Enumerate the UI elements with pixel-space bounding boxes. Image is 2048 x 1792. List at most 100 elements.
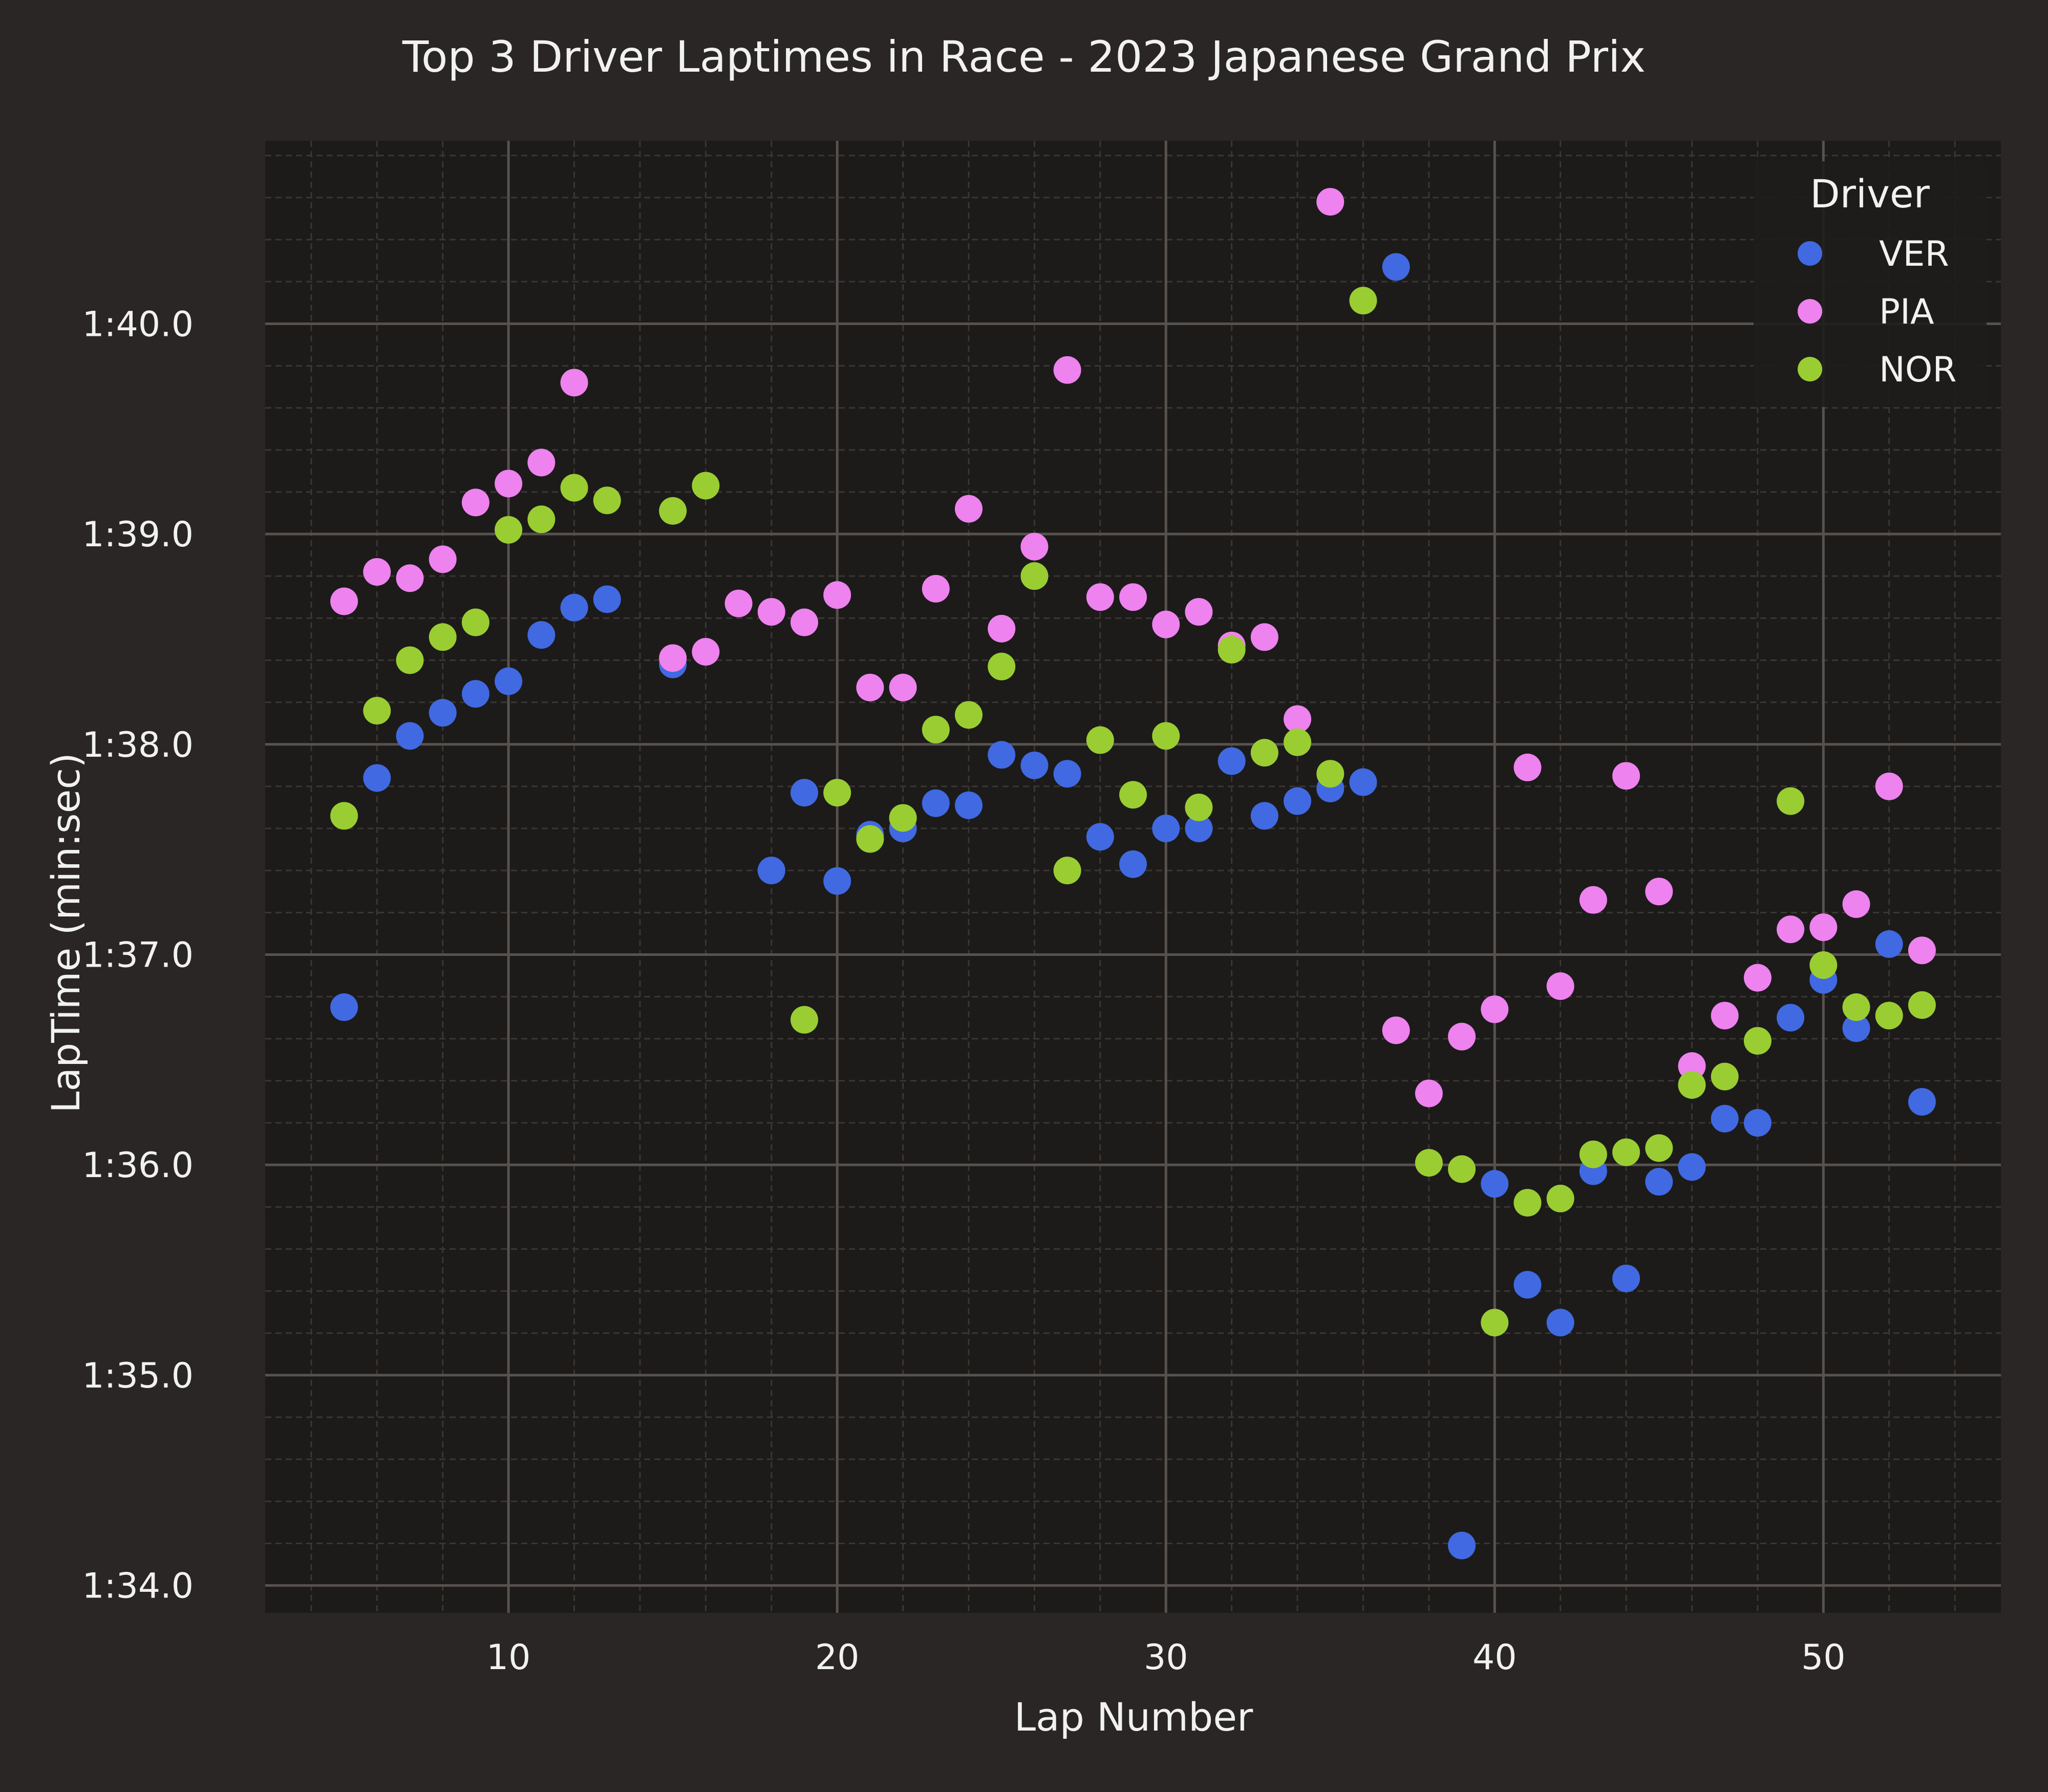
- y-axis-label: LapTime (min:sec): [43, 753, 89, 1113]
- point-pia: [1777, 915, 1805, 944]
- y-tick-label: 1:36.0: [82, 1145, 194, 1186]
- point-ver: [527, 621, 556, 649]
- point-pia: [922, 574, 950, 603]
- point-pia: [790, 608, 818, 636]
- point-pia: [1053, 356, 1081, 384]
- point-nor: [922, 716, 950, 743]
- point-pia: [954, 495, 983, 523]
- x-axis-ticks: 10 20 30 40 50: [486, 1637, 1846, 1678]
- point-ver: [560, 593, 588, 622]
- point-ver: [1513, 1271, 1542, 1299]
- point-pia: [856, 673, 884, 701]
- point-nor: [954, 701, 983, 729]
- point-ver: [954, 791, 983, 819]
- point-ver: [988, 741, 1016, 769]
- point-nor: [1415, 1149, 1443, 1177]
- point-ver: [1284, 787, 1312, 815]
- point-nor: [1645, 1134, 1673, 1162]
- point-ver: [396, 722, 424, 750]
- data-points: [330, 188, 1936, 1560]
- point-pia: [1645, 878, 1673, 906]
- point-pia: [363, 558, 391, 586]
- minor-gridlines: [265, 141, 2001, 1613]
- point-nor: [1481, 1309, 1509, 1337]
- legend-marker-ver: [1798, 241, 1822, 266]
- legend-items: VER PIA NOR: [1798, 234, 1957, 390]
- point-nor: [856, 825, 884, 853]
- point-ver: [1053, 760, 1081, 788]
- y-tick-label: 1:37.0: [82, 935, 194, 975]
- point-ver: [1711, 1104, 1739, 1133]
- point-ver: [1678, 1153, 1706, 1181]
- point-pia: [527, 449, 556, 477]
- point-ver: [823, 867, 851, 895]
- point-nor: [659, 497, 687, 525]
- y-tick-label: 1:34.0: [82, 1566, 194, 1607]
- point-pia: [1185, 598, 1213, 626]
- point-nor: [363, 697, 391, 725]
- point-pia: [889, 673, 917, 701]
- point-nor: [692, 472, 720, 500]
- point-nor: [1218, 635, 1246, 664]
- point-nor: [823, 779, 851, 807]
- x-tick-label: 50: [1801, 1637, 1846, 1678]
- point-pia: [330, 587, 358, 615]
- point-nor: [1020, 562, 1049, 590]
- point-pia: [1546, 972, 1574, 1000]
- point-nor: [495, 516, 523, 544]
- point-ver: [1743, 1109, 1772, 1137]
- point-nor: [1053, 857, 1081, 885]
- point-nor: [1250, 739, 1278, 767]
- point-ver: [1218, 747, 1246, 775]
- point-nor: [1546, 1184, 1574, 1212]
- point-nor: [1086, 726, 1114, 754]
- point-pia: [1448, 1022, 1476, 1051]
- point-nor: [1185, 793, 1213, 821]
- point-ver: [1152, 815, 1180, 843]
- point-nor: [889, 804, 917, 832]
- point-ver: [1546, 1309, 1574, 1337]
- point-pia: [724, 589, 753, 617]
- point-ver: [593, 585, 621, 613]
- point-ver: [790, 779, 818, 807]
- point-ver: [330, 993, 358, 1021]
- point-nor: [1678, 1071, 1706, 1099]
- point-pia: [823, 581, 851, 609]
- x-axis-label: Lap Number: [1014, 1694, 1253, 1740]
- point-pia: [1579, 886, 1607, 914]
- point-nor: [988, 652, 1016, 680]
- y-tick-label: 1:35.0: [82, 1356, 194, 1396]
- x-tick-label: 30: [1144, 1637, 1188, 1678]
- point-pia: [1316, 188, 1345, 216]
- major-gridlines: [265, 141, 2001, 1613]
- point-nor: [527, 505, 556, 534]
- point-pia: [1875, 772, 1903, 800]
- point-pia: [1612, 762, 1640, 790]
- point-nor: [1842, 993, 1870, 1021]
- point-ver: [757, 857, 785, 885]
- point-nor: [1119, 781, 1147, 809]
- point-ver: [1777, 1004, 1805, 1032]
- point-ver: [1382, 253, 1410, 281]
- point-nor: [1809, 951, 1838, 979]
- point-nor: [429, 623, 457, 651]
- point-ver: [363, 764, 391, 792]
- point-pia: [1020, 532, 1049, 561]
- point-ver: [1185, 815, 1213, 843]
- point-pia: [560, 369, 588, 397]
- point-pia: [1842, 890, 1870, 918]
- point-nor: [1284, 728, 1312, 756]
- point-nor: [1612, 1138, 1640, 1166]
- y-axis-ticks: 1:34.0 1:35.0 1:36.0 1:37.0 1:38.0 1:39.0 1:40…: [82, 304, 194, 1606]
- point-nor: [330, 802, 358, 830]
- point-pia: [1809, 913, 1838, 942]
- point-nor: [1152, 722, 1180, 750]
- point-nor: [1316, 760, 1345, 788]
- x-tick-label: 40: [1473, 1637, 1517, 1678]
- point-nor: [1777, 787, 1805, 815]
- x-tick-label: 20: [815, 1637, 860, 1678]
- point-nor: [1875, 1001, 1903, 1030]
- point-ver: [1349, 768, 1377, 796]
- point-ver: [1645, 1168, 1673, 1196]
